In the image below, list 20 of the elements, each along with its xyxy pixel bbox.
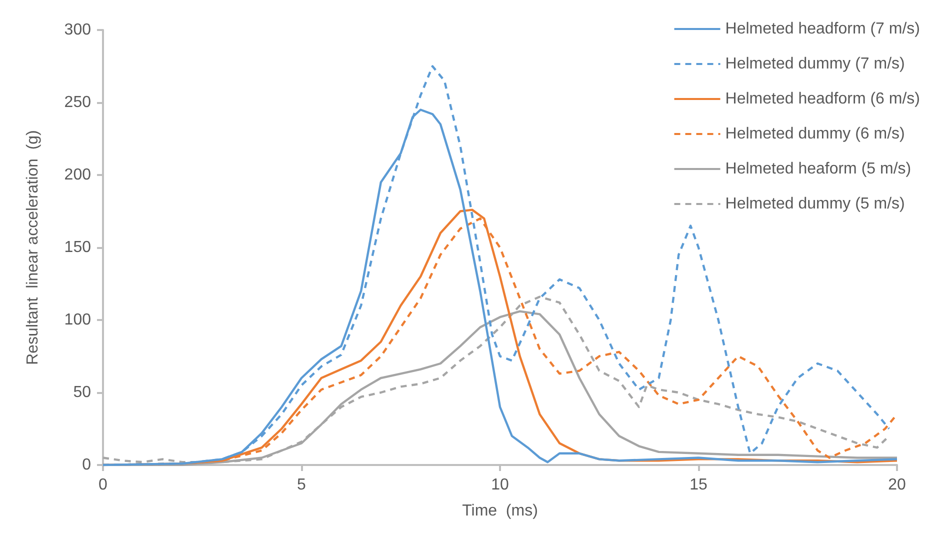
x-tick-label: 0 [98,476,108,494]
x-tick-label: 5 [297,476,306,494]
y-tick-label: 50 [73,384,92,401]
legend-label: Helmeted heaform (5 m/s) [725,160,912,178]
x-tick-label: 20 [888,476,906,494]
x-axis-title: Time (ms) [462,502,538,520]
y-axis-title: Resultant linear acceleration (g) [24,130,42,365]
y-tick-label: 200 [64,166,92,184]
legend-label: Helmeted dummy (5 m/s) [725,196,905,212]
x-tick-label: 15 [690,476,708,494]
y-tick-label: 300 [64,22,92,38]
x-tick-label: 10 [491,476,509,494]
y-tick-label: 0 [82,456,92,474]
y-tick-label: 100 [64,312,92,328]
y-tick-label: 150 [64,239,92,256]
legend-label: Helmeted headform (6 m/s) [725,90,920,108]
y-tick-label: 250 [64,94,92,111]
legend-label: Helmeted headform (7 m/s) [725,20,920,38]
legend-label: Helmeted dummy (7 m/s) [725,56,905,72]
legend-label: Helmeted dummy (6 m/s) [725,126,905,142]
